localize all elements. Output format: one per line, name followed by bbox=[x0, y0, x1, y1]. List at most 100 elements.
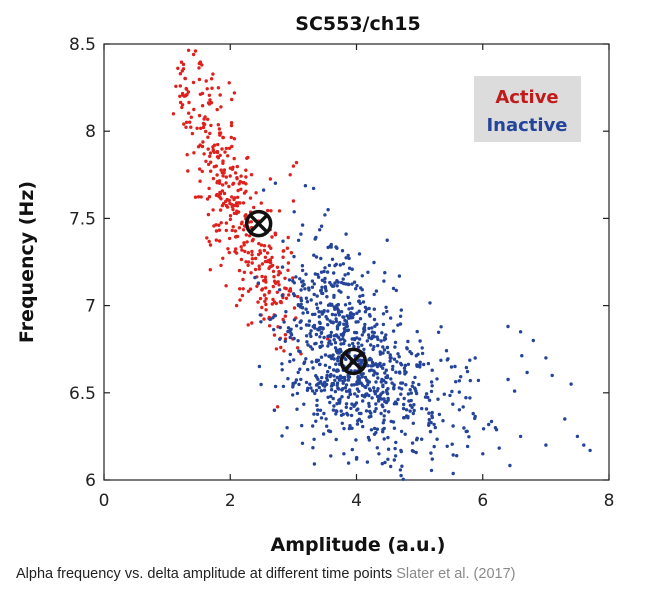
data-point bbox=[383, 371, 387, 375]
data-point bbox=[272, 275, 276, 279]
data-point bbox=[217, 228, 222, 232]
data-point bbox=[341, 337, 345, 341]
data-point bbox=[189, 125, 193, 129]
data-point bbox=[348, 388, 352, 392]
data-point bbox=[343, 303, 348, 307]
data-point bbox=[360, 375, 364, 379]
data-point bbox=[286, 326, 291, 330]
data-point bbox=[464, 365, 469, 370]
data-point bbox=[379, 411, 383, 416]
data-point bbox=[270, 255, 274, 260]
data-point bbox=[292, 254, 296, 259]
data-point bbox=[273, 231, 277, 235]
data-point bbox=[294, 160, 299, 165]
data-point bbox=[381, 345, 385, 349]
data-point bbox=[247, 234, 252, 238]
data-point bbox=[346, 378, 351, 382]
data-point bbox=[362, 330, 366, 334]
data-point bbox=[339, 342, 343, 346]
data-point bbox=[342, 341, 346, 346]
data-point bbox=[338, 374, 343, 378]
data-point bbox=[278, 288, 282, 292]
data-point bbox=[326, 309, 330, 313]
data-point bbox=[370, 330, 375, 334]
data-point bbox=[296, 370, 300, 375]
data-point bbox=[367, 380, 371, 384]
data-point bbox=[369, 336, 374, 341]
data-point bbox=[253, 256, 258, 261]
data-point bbox=[362, 325, 367, 330]
data-point bbox=[397, 274, 402, 278]
legend: Active Inactive bbox=[474, 76, 581, 142]
data-point bbox=[426, 395, 430, 400]
data-point bbox=[347, 343, 351, 347]
data-point bbox=[320, 375, 324, 380]
data-point bbox=[382, 414, 386, 418]
data-point bbox=[238, 201, 242, 205]
data-point bbox=[323, 276, 327, 281]
data-point bbox=[385, 238, 389, 242]
data-point bbox=[348, 311, 353, 316]
data-point bbox=[283, 314, 287, 318]
data-point bbox=[451, 402, 455, 406]
data-point bbox=[465, 444, 470, 449]
data-point bbox=[409, 351, 414, 356]
data-point bbox=[325, 424, 329, 428]
data-point bbox=[378, 361, 382, 365]
data-point bbox=[273, 314, 277, 318]
data-point bbox=[429, 420, 433, 425]
data-point bbox=[249, 173, 254, 177]
data-point bbox=[389, 316, 393, 320]
data-point bbox=[223, 150, 227, 154]
data-point bbox=[188, 120, 192, 124]
data-point bbox=[406, 339, 410, 344]
data-point bbox=[239, 174, 243, 178]
data-point bbox=[246, 260, 251, 264]
data-point bbox=[224, 284, 228, 288]
data-point bbox=[363, 393, 368, 397]
data-point bbox=[233, 249, 237, 254]
data-point bbox=[265, 251, 270, 255]
data-point bbox=[289, 251, 294, 255]
data-point bbox=[207, 239, 211, 244]
data-point bbox=[334, 317, 338, 321]
data-point bbox=[220, 171, 224, 175]
data-point bbox=[317, 381, 321, 385]
data-point bbox=[192, 151, 196, 155]
data-point bbox=[282, 249, 286, 253]
data-point bbox=[351, 315, 355, 320]
data-point bbox=[317, 385, 321, 390]
data-point bbox=[372, 307, 376, 311]
data-point bbox=[335, 368, 340, 372]
data-point bbox=[341, 412, 345, 416]
data-point bbox=[433, 425, 437, 430]
data-point bbox=[367, 326, 371, 331]
data-point bbox=[260, 287, 265, 291]
data-point bbox=[357, 379, 362, 384]
data-point bbox=[392, 458, 396, 462]
data-point bbox=[259, 243, 264, 247]
data-point bbox=[199, 195, 203, 199]
centroid-inactive bbox=[339, 347, 368, 376]
data-point bbox=[354, 438, 358, 442]
data-point bbox=[196, 145, 201, 149]
data-point bbox=[274, 301, 278, 306]
data-point bbox=[508, 463, 512, 468]
data-point bbox=[389, 419, 393, 424]
data-point bbox=[352, 312, 356, 317]
data-point bbox=[354, 331, 359, 335]
data-point bbox=[291, 393, 295, 397]
data-point bbox=[181, 67, 186, 71]
data-point bbox=[399, 473, 403, 478]
data-point bbox=[380, 462, 384, 466]
data-point bbox=[323, 363, 328, 367]
data-point bbox=[221, 183, 225, 187]
data-point bbox=[369, 428, 374, 432]
series-inactive bbox=[253, 181, 592, 481]
data-point bbox=[304, 307, 308, 311]
data-point bbox=[388, 353, 392, 357]
data-point bbox=[245, 156, 249, 160]
data-point bbox=[186, 48, 191, 52]
data-point bbox=[341, 262, 346, 266]
data-point bbox=[312, 437, 316, 441]
